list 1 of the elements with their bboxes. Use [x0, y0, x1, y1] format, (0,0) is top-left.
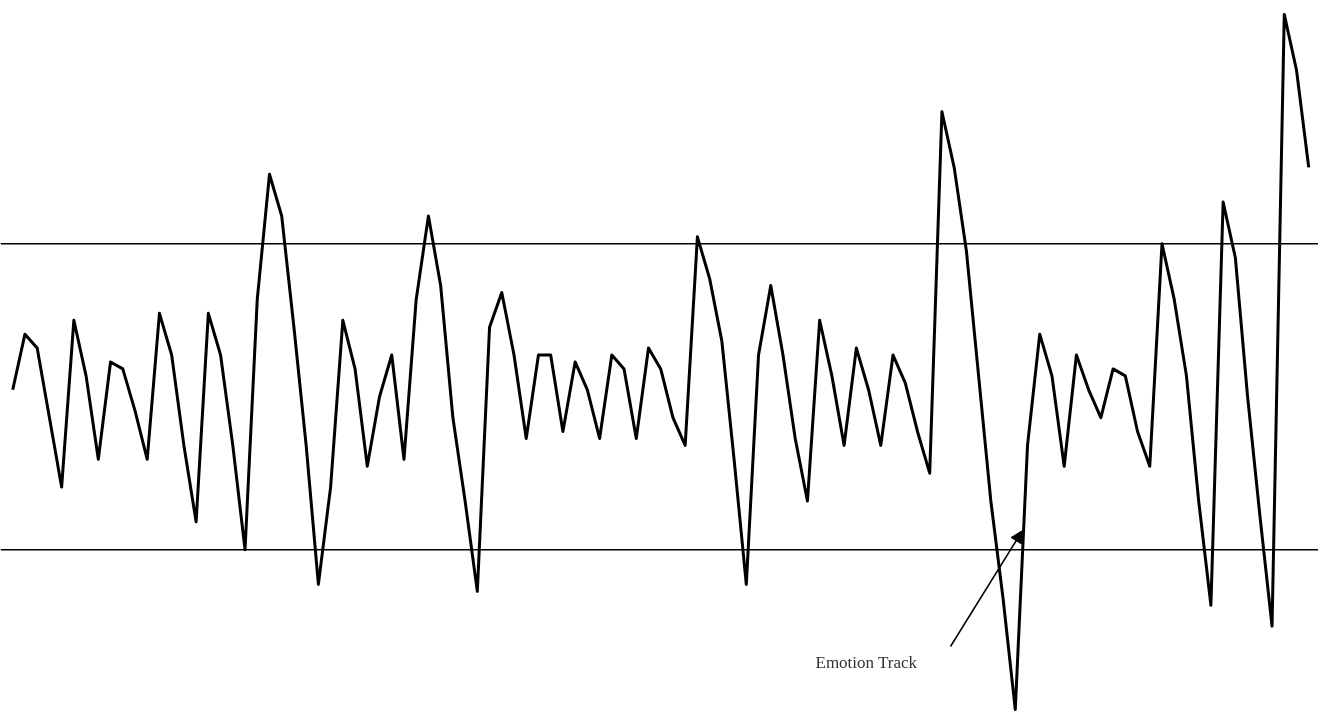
annotation: Emotion Track	[815, 652, 918, 672]
